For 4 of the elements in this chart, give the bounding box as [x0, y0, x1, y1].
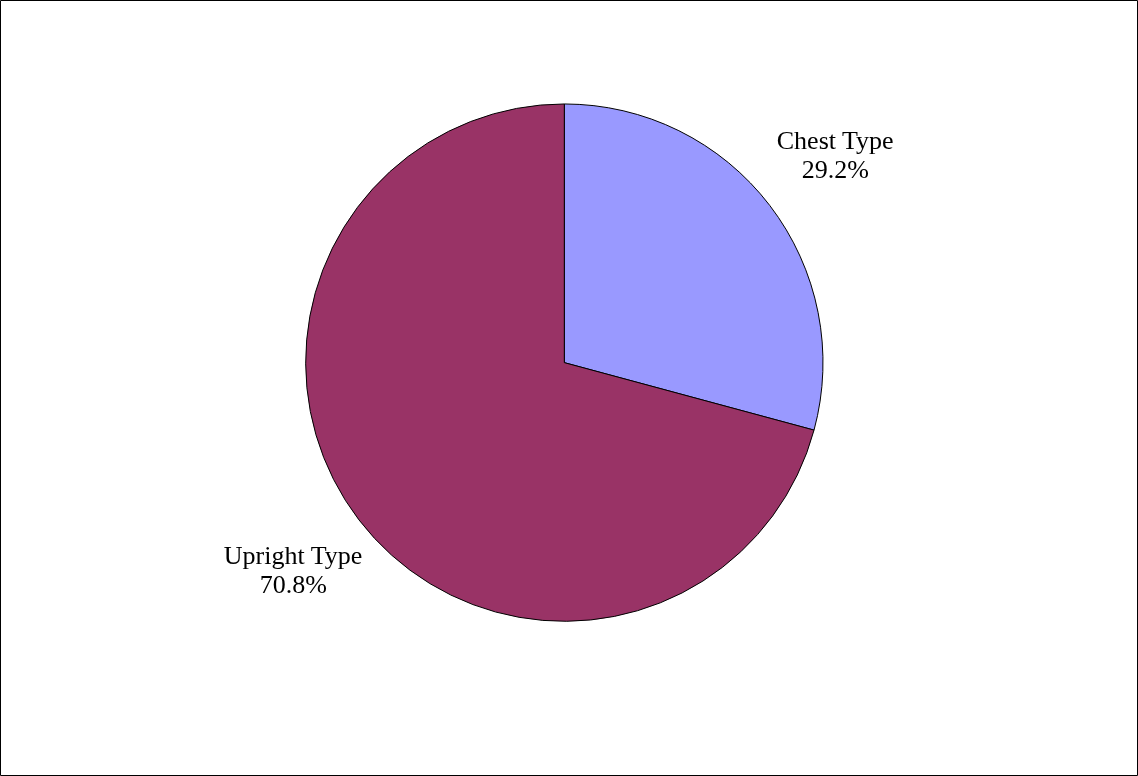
slice-label: Upright Type: [223, 541, 363, 571]
slice-label: Chest Type: [776, 126, 894, 156]
data-label: 70.8%: [259, 570, 327, 600]
data-label: 29.2%: [801, 155, 870, 185]
